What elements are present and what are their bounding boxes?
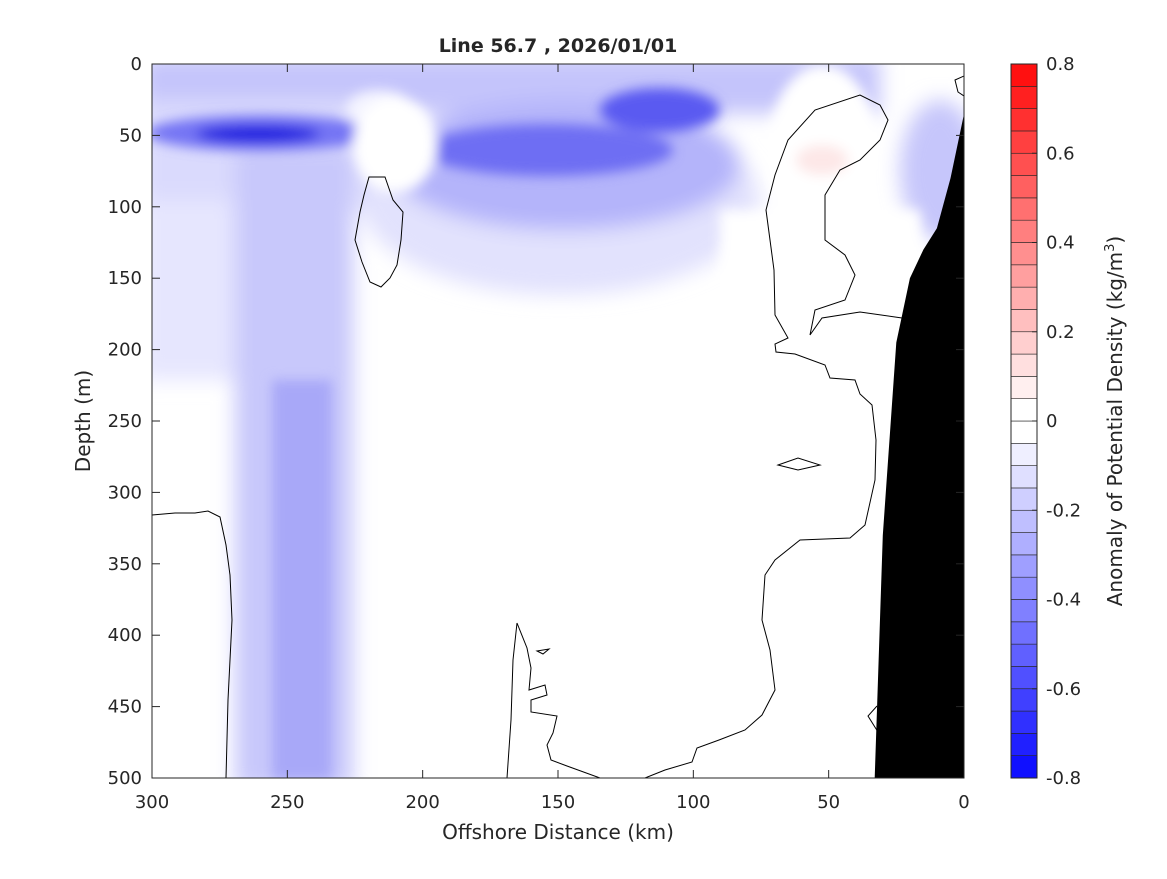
- colorbar-level: [1010, 554, 1038, 578]
- core-min: [196, 125, 320, 143]
- positive-patch: [796, 145, 848, 175]
- chart-title: Line 56.7 , 2026/01/01: [439, 35, 678, 57]
- colorbar-level: [1010, 264, 1038, 288]
- colorbar-level: [1010, 621, 1038, 645]
- colorbar-level: [1010, 420, 1038, 444]
- colorbar-level: [1010, 197, 1038, 221]
- deep-column-core: [272, 380, 332, 778]
- colorbar-level: [1010, 309, 1038, 333]
- mid-zero-region: [720, 210, 920, 390]
- x-tick-label: 300: [135, 792, 169, 813]
- zero-contour-surface-corner: [954, 75, 964, 97]
- x-tick-label: 100: [676, 792, 710, 813]
- x-tick-label: 150: [541, 792, 575, 813]
- colorbar-level: [1010, 487, 1038, 511]
- zero-contour-island: [354, 176, 404, 288]
- colorbar-tick-label: -0.4: [1046, 590, 1081, 611]
- colorbar-level: [1010, 733, 1038, 756]
- colorbar-level: [1010, 353, 1038, 377]
- colorbar-level: [1010, 286, 1038, 310]
- y-tick-label: 300: [108, 482, 142, 503]
- colorbar-label: Anomaly of Potential Density (kg/m3): [1103, 236, 1127, 606]
- colorbar-tick-label: 0: [1046, 411, 1057, 432]
- mid-shelf-core-east: [600, 88, 720, 132]
- y-tick-label: 500: [108, 768, 142, 789]
- colorbar-level: [1010, 443, 1038, 466]
- x-axis: 300 250 200 150 100 50 0: [135, 64, 970, 813]
- colorbar-level: [1010, 532, 1038, 556]
- colorbar-level: [1010, 398, 1038, 422]
- colorbar-level: [1010, 86, 1038, 109]
- colorbar-level: [1010, 599, 1038, 623]
- colorbar-level: [1010, 688, 1038, 712]
- x-axis-label: Offshore Distance (km): [442, 820, 674, 844]
- colorbar-tick-label: 0.8: [1046, 54, 1075, 75]
- zero-contours: [152, 75, 964, 778]
- deep-zero-region: [390, 380, 910, 778]
- colorbar-level: [1010, 376, 1038, 399]
- y-tick-label: 350: [108, 554, 142, 575]
- anomaly-field: [152, 64, 964, 778]
- y-axis-label: Depth (m): [71, 370, 95, 472]
- zero-contour-left: [152, 510, 233, 778]
- x-tick-label: 50: [817, 792, 840, 813]
- zero-contour-spot: [535, 648, 551, 655]
- colorbar-level: [1010, 152, 1038, 176]
- zero-contour-deep-spur: [506, 622, 601, 778]
- colorbar-level: [1010, 755, 1038, 779]
- y-tick-label: 0: [131, 54, 142, 75]
- zero-contour-bottom-edge: [867, 705, 879, 733]
- colorbar-tick-label: -0.2: [1046, 500, 1081, 521]
- colorbar-level: [1010, 666, 1038, 690]
- colorbar-level: [1010, 219, 1038, 243]
- colorbar-label-text: Anomaly of Potential Density (kg/m: [1103, 252, 1127, 606]
- mid-shelf-core: [423, 124, 673, 176]
- y-tick-label: 100: [108, 197, 142, 218]
- y-tick-label: 200: [108, 340, 142, 361]
- y-tick-label: 150: [108, 268, 142, 289]
- y-tick-label: 250: [108, 411, 142, 432]
- colorbar-tick-label: 0.6: [1046, 143, 1075, 164]
- colorbar-tick-label: 0.2: [1046, 322, 1075, 343]
- left-fade-region: [152, 200, 250, 380]
- colorbar-level: [1010, 108, 1038, 132]
- colorbar-level: [1010, 331, 1038, 355]
- zero-contour-shelf: [644, 94, 903, 778]
- y-tick-label: 50: [119, 125, 142, 146]
- x-tick-label: 0: [958, 792, 969, 813]
- colorbar-level: [1010, 130, 1038, 154]
- colorbar-level: [1010, 576, 1038, 600]
- y-tick-label: 400: [108, 625, 142, 646]
- bathymetry-mask: [874, 114, 964, 778]
- colorbar-tick-label: -0.8: [1046, 768, 1081, 789]
- colorbar: -0.8 -0.6 -0.4 -0.2 0 0.2 0.4 0.6 0.8: [1010, 54, 1081, 789]
- zero-contour-lens: [776, 457, 822, 471]
- colorbar-level: [1010, 465, 1038, 489]
- colorbar-label-close: ): [1103, 236, 1127, 244]
- colorbar-tick-label: -0.6: [1046, 679, 1081, 700]
- colorbar-level: [1010, 643, 1038, 667]
- y-tick-label: 450: [108, 697, 142, 718]
- colorbar-level: [1010, 175, 1038, 199]
- colorbar-level: [1010, 509, 1038, 533]
- colorbar-tick-label: 0.4: [1046, 233, 1075, 254]
- colorbar-level: [1010, 710, 1038, 734]
- colorbar-label-superscript: 3: [1103, 244, 1118, 252]
- colorbar-level: [1010, 63, 1038, 87]
- field-core-layer: [152, 65, 920, 778]
- x-tick-label: 250: [270, 792, 304, 813]
- light-gap: [353, 97, 437, 193]
- colorbar-level: [1010, 242, 1038, 266]
- x-tick-label: 200: [405, 792, 439, 813]
- y-axis: 0 50 100 150 200 250 300 350 400 450 500: [108, 54, 964, 789]
